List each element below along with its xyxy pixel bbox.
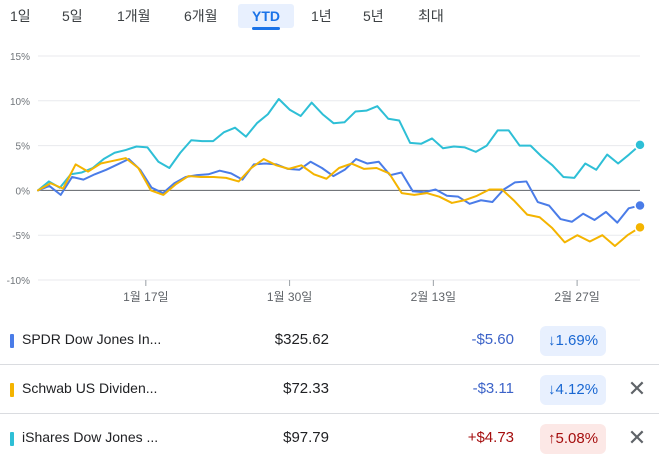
y-tick-label: 10% — [10, 97, 30, 108]
tab-1-day[interactable]: 1일 — [10, 8, 31, 24]
security-price: $325.62 — [274, 331, 329, 348]
list-item[interactable]: Schwab US Dividen... $72.33 -$3.11 ↓4.12… — [0, 365, 659, 414]
tab-1-year[interactable]: 1년 — [311, 8, 332, 24]
tab-5-years[interactable]: 5년 — [363, 8, 384, 24]
remove-comparison-close-icon[interactable]: ✕ — [627, 425, 647, 450]
y-tick-label: 5% — [16, 142, 31, 153]
remove-comparison-close-icon[interactable]: ✕ — [627, 376, 647, 401]
tab-max[interactable]: 최대 — [418, 8, 444, 24]
security-name[interactable]: iShares Dow Jones ... — [22, 429, 159, 445]
series-endpoint-ishares — [634, 139, 646, 151]
series-color-swatch — [10, 432, 14, 446]
y-tick-label: 0% — [16, 186, 31, 197]
tab-1-month[interactable]: 1개월 — [117, 8, 151, 24]
price-change: -$3.11 — [472, 380, 514, 397]
y-tick-label: 15% — [10, 52, 30, 63]
x-tick-label: 2월 27일 — [554, 290, 599, 304]
percent-change-badge: ↓1.69% — [540, 326, 607, 356]
tab-5-days[interactable]: 5일 — [62, 8, 83, 24]
series-endpoint-spdr — [634, 199, 646, 212]
x-tick-label: 1월 30일 — [267, 290, 312, 304]
security-name[interactable]: Schwab US Dividen... — [22, 380, 158, 396]
price-change: +$4.73 — [467, 429, 514, 446]
range-tabs: 1일 5일 1개월 6개월 YTD 1년 5년 최대 — [0, 0, 659, 36]
tab-6-months[interactable]: 6개월 — [184, 8, 218, 24]
comparison-line-chart: 15% 10% 5% 0% -5% -10% 1월 17일 1월 30일 2월 13일 2월 27… — [7, 52, 646, 304]
series-color-swatch — [10, 334, 14, 348]
x-tick-label: 1월 17일 — [123, 290, 168, 304]
series-line-ishares — [37, 98, 641, 192]
security-price: $72.33 — [283, 380, 329, 397]
row-divider — [0, 364, 659, 365]
percent-change-badge: ↓4.12% — [540, 375, 607, 405]
security-price: $97.79 — [283, 429, 329, 446]
list-item[interactable]: SPDR Dow Jones In... $325.62 -$5.60 ↓1.6… — [0, 316, 659, 365]
security-name[interactable]: SPDR Dow Jones In... — [22, 331, 162, 347]
series-endpoint-schwab — [634, 221, 646, 234]
series-line-schwab — [37, 157, 641, 247]
tab-ytd[interactable]: YTD — [238, 4, 294, 30]
price-change: -$5.60 — [471, 331, 514, 348]
list-item[interactable]: iShares Dow Jones ... $97.79 +$4.73 ↑5.0… — [0, 414, 659, 463]
x-tick-label: 2월 13일 — [411, 290, 456, 304]
y-tick-label: -10% — [7, 276, 30, 287]
row-divider — [0, 413, 659, 414]
series-color-swatch — [10, 383, 14, 397]
percent-change-badge: ↑5.08% — [540, 424, 607, 454]
y-tick-label: -5% — [12, 231, 30, 242]
